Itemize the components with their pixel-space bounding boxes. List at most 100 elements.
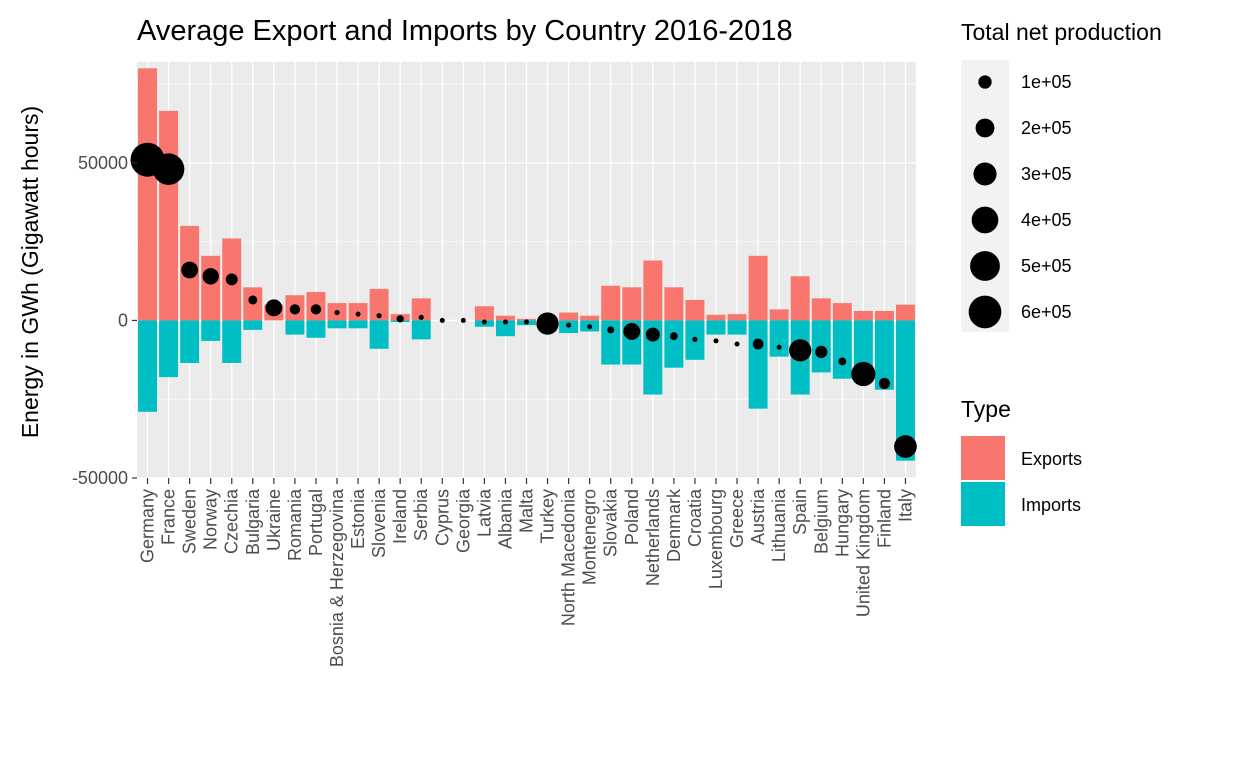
bar-exports xyxy=(643,260,663,321)
production-point xyxy=(623,323,641,340)
legend-size-key xyxy=(978,75,992,89)
x-tick-label: Georgia xyxy=(453,488,473,553)
production-point xyxy=(202,268,219,285)
axes: -50000 0 50000 Germany France Sweden Norway Cze… xyxy=(72,153,916,667)
production-point xyxy=(838,357,847,366)
x-tick-label: Malta xyxy=(517,488,537,533)
bar-exports xyxy=(748,255,768,321)
bar-imports xyxy=(243,320,263,330)
x-tick-label: Italy xyxy=(895,489,915,522)
production-point xyxy=(225,273,238,286)
legend-type: Type Exports Imports xyxy=(961,396,1082,526)
bar-imports xyxy=(348,320,368,329)
chart-title: Average Export and Imports by Country 20… xyxy=(137,15,793,47)
production-point xyxy=(310,304,322,315)
x-tick-label: Montenegro xyxy=(580,489,600,585)
legend-type-label: Exports xyxy=(1021,449,1082,469)
bar-exports xyxy=(853,310,873,321)
production-point xyxy=(789,339,812,362)
y-tick-label: 0 xyxy=(118,310,128,330)
production-point xyxy=(815,345,828,359)
bar-imports xyxy=(159,320,179,378)
bar-imports xyxy=(748,320,768,409)
bar-exports xyxy=(769,309,789,321)
legend-size-label: 6e+05 xyxy=(1021,302,1072,322)
bar-exports xyxy=(159,110,179,321)
bar-exports xyxy=(895,304,915,321)
x-tick-label: Bosnia & Herzegovina xyxy=(327,488,347,667)
bar-imports xyxy=(306,320,326,338)
bar-imports xyxy=(769,320,789,357)
legend-size-label: 5e+05 xyxy=(1021,256,1072,276)
production-point xyxy=(669,332,678,341)
legend-size-key xyxy=(971,206,999,234)
y-axis-title: Energy in GWh (Gigawatt hours) xyxy=(17,106,43,438)
x-tick-label: Ukraine xyxy=(264,489,284,551)
bar-exports xyxy=(601,285,621,321)
x-tick-label: Austria xyxy=(748,488,768,545)
production-point xyxy=(734,341,740,347)
x-tick-label: Turkey xyxy=(538,489,558,543)
production-point xyxy=(524,319,529,325)
bar-exports xyxy=(790,276,810,321)
production-point xyxy=(181,261,199,279)
x-tick-label: Netherlands xyxy=(643,489,663,586)
bar-exports xyxy=(559,312,579,321)
x-tick-label: Belgium xyxy=(811,489,831,554)
x-tick-label: United Kingdom xyxy=(853,489,873,617)
legend-size: Total net production 1e+05 2e+05 3e+05 4e+0… xyxy=(961,19,1162,332)
x-tick-label: Lithuania xyxy=(769,488,789,562)
x-tick-label: Denmark xyxy=(664,488,684,562)
x-tick-label: Poland xyxy=(622,489,642,545)
bar-imports xyxy=(727,320,747,335)
bar-exports xyxy=(369,288,389,321)
bar-imports xyxy=(832,320,852,379)
bar-exports xyxy=(706,314,726,321)
bar-exports xyxy=(685,299,705,321)
x-tick-label: France xyxy=(159,489,179,545)
x-tick-label: Sweden xyxy=(180,489,200,554)
x-tick-label: Cyprus xyxy=(432,489,452,546)
x-tick-label: Slovenia xyxy=(369,488,389,558)
production-point xyxy=(851,361,876,387)
bar-imports xyxy=(180,320,200,363)
production-point xyxy=(376,313,382,319)
bar-imports xyxy=(874,320,894,390)
bar-exports xyxy=(727,314,747,321)
production-point xyxy=(645,327,660,342)
x-tick-label: Germany xyxy=(138,489,158,563)
x-tick-label: Serbia xyxy=(411,488,431,541)
legend-size-title: Total net production xyxy=(961,19,1162,45)
production-point xyxy=(289,304,301,315)
legend-size-keys-bg xyxy=(961,60,1009,332)
production-point xyxy=(481,319,487,325)
production-point xyxy=(502,319,508,325)
bar-exports xyxy=(580,315,600,321)
legend-type-key-exports xyxy=(961,436,1005,480)
production-point xyxy=(587,324,593,330)
bar-imports xyxy=(201,320,221,341)
legend-size-label: 3e+05 xyxy=(1021,164,1072,184)
production-point xyxy=(536,312,559,335)
x-tick-label: Norway xyxy=(201,489,221,550)
production-point xyxy=(713,338,719,344)
bar-imports xyxy=(853,320,873,374)
bar-exports xyxy=(201,255,221,321)
bar-imports xyxy=(895,320,915,461)
legend-size-label: 2e+05 xyxy=(1021,118,1072,138)
bar-imports xyxy=(285,320,305,335)
bar-exports xyxy=(474,306,494,321)
x-tick-label: Latvia xyxy=(474,488,494,537)
bars xyxy=(138,68,915,461)
bar-imports xyxy=(222,320,242,363)
x-tick-label: North Macedonia xyxy=(559,488,579,626)
legend-size-key xyxy=(970,251,1000,281)
bar-imports xyxy=(495,320,515,337)
production-point xyxy=(752,338,764,350)
x-tick-label: Slovakia xyxy=(601,488,621,557)
x-tick-label: Czechia xyxy=(222,488,242,554)
production-point xyxy=(334,309,340,316)
production-point xyxy=(265,299,283,317)
production-point xyxy=(878,377,890,390)
